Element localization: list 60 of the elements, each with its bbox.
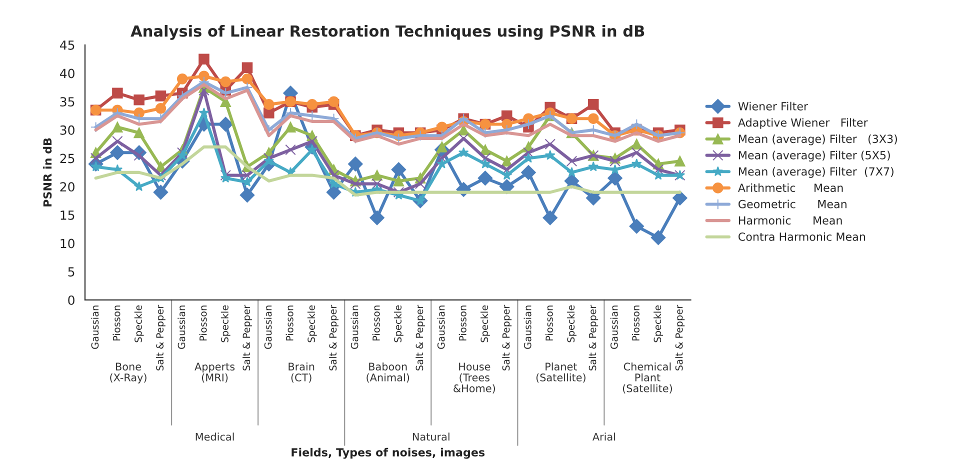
x-tick-label: Salt & Pepper	[502, 304, 512, 370]
chart-title: Analysis of Linear Restoration Techniques using PSNR in dB	[130, 24, 644, 40]
x-tick-label: Speckle	[567, 305, 576, 342]
text: Chemical Plant (Satellite)	[622, 362, 672, 394]
y-tick-label: 25	[60, 154, 74, 164]
x-tick-label: Gaussian	[91, 306, 99, 349]
x-tick-label: Salt & Pepper	[675, 304, 685, 370]
x-tick-label: Speckle	[307, 305, 317, 342]
x-tick-label: Gaussian	[350, 306, 358, 349]
y-tick-label: 10	[60, 238, 74, 248]
x-tick-label: Salt & Pepper	[242, 304, 252, 370]
y-tick-label: 20	[60, 182, 74, 192]
x-tick-label: Speckle	[654, 305, 663, 342]
x-tick-label: Piosson	[372, 306, 380, 340]
text: Bone (X-Ray)	[110, 362, 146, 384]
legend-label: Geometric Mean	[738, 200, 846, 208]
x-tick-label: Salt & Pepper	[329, 304, 338, 370]
x-tick-label: Speckle	[134, 305, 144, 342]
legend-label: Adaptive Wiener Filter	[738, 118, 868, 129]
y-tick-label: 45	[60, 40, 74, 50]
legend-label: Mean (average) Filter (7X7)	[739, 167, 894, 178]
x-tick-label: Gaussian	[178, 306, 186, 349]
x-tick-label: Piosson	[458, 306, 466, 340]
x-tick-label: Piosson	[632, 306, 640, 340]
x-tick-label: Piosson	[112, 306, 120, 340]
x-tick-label: Gaussian	[437, 306, 445, 349]
x-tick-label: Gaussian	[610, 306, 618, 349]
x-tick-label: Piosson	[286, 306, 294, 340]
x-tick-label: Speckle	[394, 305, 404, 342]
legend-label: Arithmetic Mean	[738, 183, 843, 192]
text: Baboon (Animal)	[366, 362, 410, 383]
x-tick-label: Speckle	[220, 305, 230, 342]
legend-label: Mean (average) Filter (5X5)	[739, 150, 890, 162]
text: House (Trees &Home)	[454, 362, 495, 394]
legend-label: Harmonic Mean	[739, 216, 842, 225]
x-tick-label: Salt & Pepper	[156, 304, 166, 370]
x-tick-label: Gaussian	[264, 306, 272, 349]
legend-label: Mean (average) Filter (3X3)	[739, 134, 897, 146]
text: Planet (Satellite)	[536, 362, 586, 383]
y-tick-label: 0	[68, 295, 74, 305]
text: Apperts (MRI)	[194, 362, 235, 383]
text: Medical	[196, 432, 234, 441]
y-tick-label: 40	[60, 68, 74, 78]
x-tick-label: Piosson	[545, 306, 553, 340]
text: Fields, Types of noises, images	[292, 448, 485, 459]
x-tick-label: Gaussian	[524, 306, 532, 349]
text: Natural	[412, 432, 450, 441]
y-axis-title: PSNR in dB	[43, 138, 52, 206]
x-tick-label: Speckle	[480, 305, 490, 342]
legend-label: Contra Harmonic Mean	[738, 232, 866, 241]
x-tick-label: Salt & Pepper	[416, 304, 426, 370]
y-tick-label: 35	[60, 97, 74, 107]
text: Arial	[592, 432, 616, 441]
x-tick-label: Salt & Pepper	[588, 304, 598, 370]
y-tick-label: 5	[68, 267, 74, 277]
legend-label: Wiener Filter	[738, 102, 808, 110]
y-tick-label: 15	[60, 210, 74, 220]
x-tick-label: Piosson	[199, 306, 207, 340]
text: Brain (CT)	[288, 362, 314, 383]
y-tick-label: 30	[60, 125, 74, 135]
